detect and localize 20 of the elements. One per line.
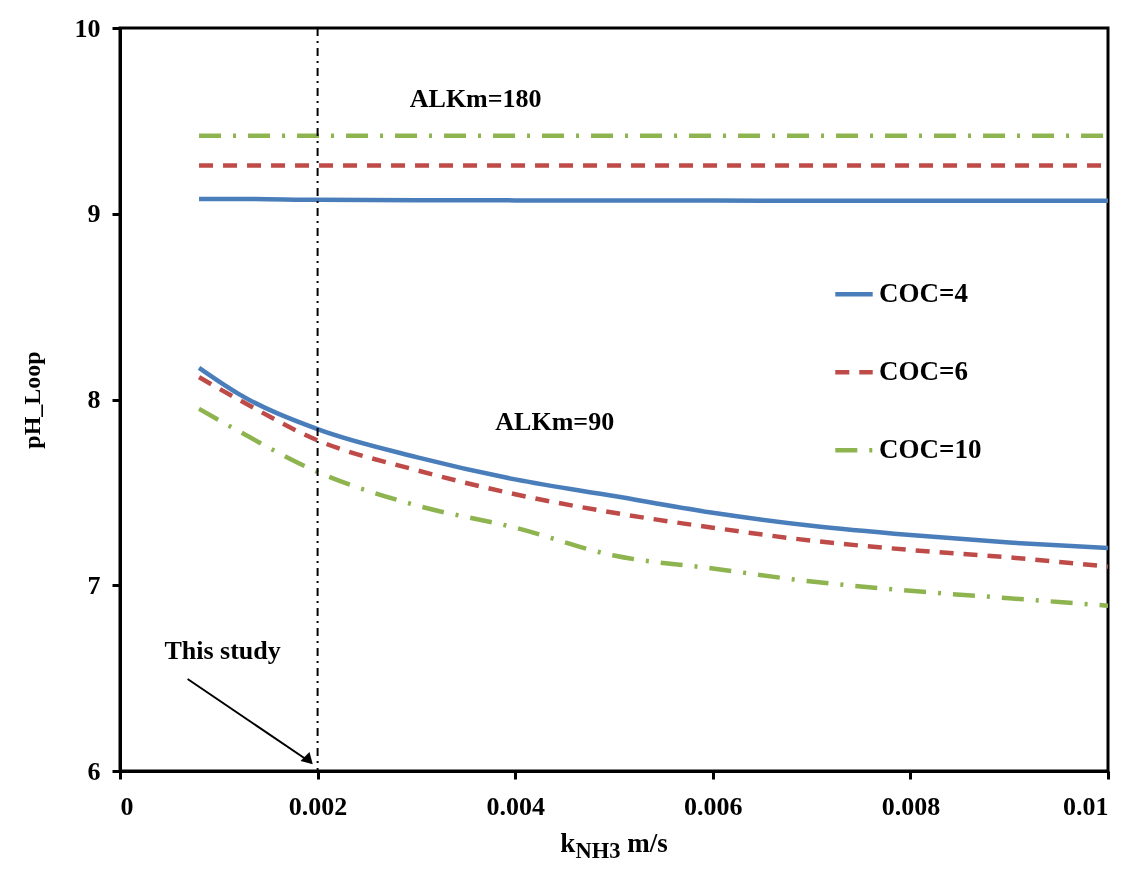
- x-tick-label: 0.008: [881, 791, 941, 821]
- y-tick-label: 7: [87, 570, 101, 600]
- x-tick-label: 0.01: [1063, 791, 1109, 821]
- x-tick-label: 0.004: [486, 791, 545, 821]
- annotation: This study: [164, 636, 281, 665]
- y-tick-label: 6: [87, 756, 101, 786]
- x-tick-label: 0.006: [684, 791, 743, 821]
- x-axis-title: k$_{NH3}$ m/s: [559, 828, 669, 865]
- y-tick-label: 9: [87, 199, 101, 229]
- x-tick-label: 0: [120, 791, 134, 821]
- line-series: [196, 406, 1111, 608]
- legend-label: COC=10: [879, 434, 982, 465]
- legend-label: COC=6: [879, 356, 968, 387]
- y-tick-label: 8: [87, 385, 101, 414]
- x-tick-label: 0.002: [288, 791, 348, 821]
- annotation: ALKm=180: [409, 83, 542, 113]
- y-tick-label: 10: [74, 13, 101, 43]
- annotation: ALKm=90: [495, 406, 615, 436]
- legend-label: COC=4: [879, 278, 968, 309]
- y-axis-title: pH_Loop: [18, 351, 45, 449]
